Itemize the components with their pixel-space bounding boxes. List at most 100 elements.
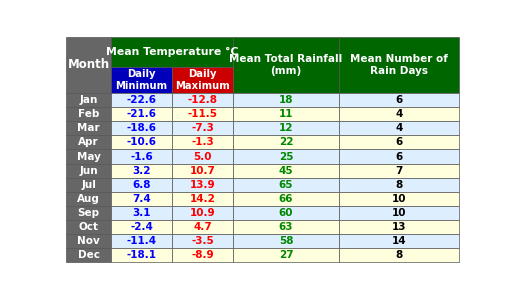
Bar [66, 234, 111, 248]
Bar [111, 135, 172, 149]
Text: 6.8: 6.8 [133, 180, 151, 190]
Text: 63: 63 [279, 222, 293, 232]
Text: 25: 25 [279, 152, 293, 162]
Text: -8.9: -8.9 [191, 250, 214, 260]
Text: Dec: Dec [78, 250, 99, 260]
Text: -3.5: -3.5 [191, 236, 214, 246]
Bar [66, 135, 111, 149]
Bar [111, 234, 172, 248]
Bar [172, 149, 233, 164]
Text: Daily
Maximum: Daily Maximum [175, 69, 230, 91]
Text: 10.9: 10.9 [189, 208, 216, 218]
Text: 7.4: 7.4 [132, 194, 151, 204]
Bar [339, 248, 459, 262]
Bar [339, 164, 459, 178]
Text: 4: 4 [395, 123, 402, 133]
Text: -18.6: -18.6 [126, 123, 157, 133]
Text: Month: Month [68, 58, 110, 71]
Text: 6: 6 [395, 137, 402, 147]
Bar [339, 192, 459, 206]
Text: 14: 14 [392, 236, 406, 246]
Bar [339, 206, 459, 220]
Bar [172, 135, 233, 149]
Text: 45: 45 [279, 166, 293, 176]
Text: -22.6: -22.6 [126, 95, 157, 105]
Bar [66, 121, 111, 135]
Text: Sep: Sep [77, 208, 100, 218]
Text: Oct: Oct [78, 222, 99, 232]
Text: 3.2: 3.2 [133, 166, 151, 176]
Text: 58: 58 [279, 236, 293, 246]
Text: 60: 60 [279, 208, 293, 218]
Text: 8: 8 [395, 250, 402, 260]
Bar [111, 248, 172, 262]
Bar [339, 121, 459, 135]
Text: Jul: Jul [81, 180, 96, 190]
Text: 3.1: 3.1 [133, 208, 151, 218]
Bar [339, 93, 459, 107]
Bar [111, 107, 172, 121]
Text: 10: 10 [392, 208, 406, 218]
Bar [233, 121, 339, 135]
Text: May: May [77, 152, 100, 162]
Bar [66, 192, 111, 206]
Text: -18.1: -18.1 [126, 250, 157, 260]
Text: Jan: Jan [79, 95, 98, 105]
Bar [233, 93, 339, 107]
Text: Aug: Aug [77, 194, 100, 204]
Bar [339, 135, 459, 149]
Text: Mar: Mar [77, 123, 100, 133]
Text: Feb: Feb [78, 109, 99, 119]
Text: 5.0: 5.0 [193, 152, 212, 162]
Bar [111, 220, 172, 234]
Bar [233, 248, 339, 262]
Bar [233, 107, 339, 121]
Text: -2.4: -2.4 [130, 222, 153, 232]
Bar [172, 121, 233, 135]
Bar [66, 248, 111, 262]
Bar [233, 135, 339, 149]
Bar [66, 164, 111, 178]
Text: 4: 4 [395, 109, 402, 119]
Text: 7: 7 [395, 166, 402, 176]
Text: Jun: Jun [79, 166, 98, 176]
Text: 27: 27 [279, 250, 293, 260]
Bar [111, 93, 172, 107]
Text: Daily
Minimum: Daily Minimum [116, 69, 167, 91]
Text: 13: 13 [392, 222, 406, 232]
Text: 13.9: 13.9 [189, 180, 216, 190]
Bar [172, 93, 233, 107]
Text: Mean Temperature °C: Mean Temperature °C [106, 47, 238, 57]
Bar [233, 192, 339, 206]
Text: -10.6: -10.6 [126, 137, 157, 147]
Bar [172, 220, 233, 234]
Text: 65: 65 [279, 180, 293, 190]
Bar [111, 121, 172, 135]
Bar [66, 107, 111, 121]
Text: 12: 12 [279, 123, 293, 133]
Bar [66, 149, 111, 164]
Bar [339, 220, 459, 234]
Text: 11: 11 [279, 109, 293, 119]
Bar [66, 178, 111, 192]
Text: 18: 18 [279, 95, 293, 105]
Text: -11.5: -11.5 [187, 109, 218, 119]
Bar [111, 192, 172, 206]
Bar [233, 206, 339, 220]
Text: Nov: Nov [77, 236, 100, 246]
Bar [111, 149, 172, 164]
Text: -21.6: -21.6 [126, 109, 157, 119]
Bar [111, 206, 172, 220]
Bar [172, 206, 233, 220]
Text: 4.7: 4.7 [193, 222, 212, 232]
Bar [66, 93, 111, 107]
Text: Mean Total Rainfall
(mm): Mean Total Rainfall (mm) [229, 54, 343, 76]
Bar [172, 192, 233, 206]
Text: 10.7: 10.7 [189, 166, 216, 176]
Bar [172, 107, 233, 121]
Bar [66, 37, 111, 93]
Text: Mean Number of
Rain Days: Mean Number of Rain Days [350, 54, 448, 76]
Bar [339, 178, 459, 192]
Text: 6: 6 [395, 152, 402, 162]
Bar [111, 178, 172, 192]
